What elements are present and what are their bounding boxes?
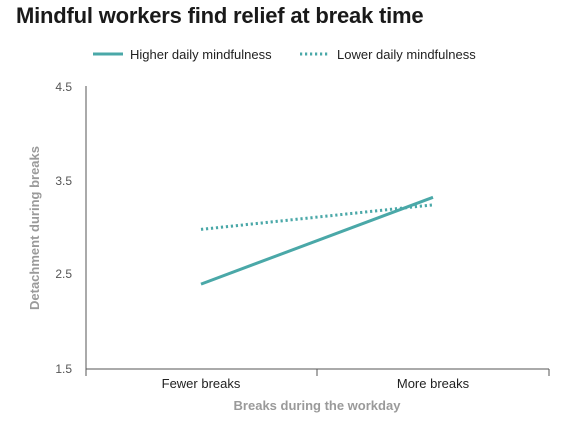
- legend: Higher daily mindfulness Lower daily min…: [93, 47, 476, 62]
- x-axis-title: Breaks during the workday: [234, 398, 402, 413]
- y-tick-label: 4.5: [55, 80, 72, 94]
- y-tick-label: 2.5: [55, 267, 72, 281]
- y-tick-label: 1.5: [55, 362, 72, 376]
- series-line-higher-mindfulness: [200, 195, 434, 286]
- legend-label-lower: Lower daily mindfulness: [337, 47, 476, 62]
- y-tick-label: 3.5: [55, 174, 72, 188]
- x-category-label: More breaks: [397, 376, 470, 391]
- x-category-label: Fewer breaks: [162, 376, 241, 391]
- series-line-lower-mindfulness: [200, 203, 434, 231]
- chart-title: Mindful workers find relief at break tim…: [16, 3, 424, 28]
- legend-label-higher: Higher daily mindfulness: [130, 47, 272, 62]
- y-axis-title: Detachment during breaks: [27, 146, 42, 310]
